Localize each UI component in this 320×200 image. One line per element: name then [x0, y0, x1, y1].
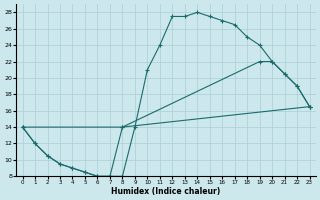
X-axis label: Humidex (Indice chaleur): Humidex (Indice chaleur) [111, 187, 221, 196]
